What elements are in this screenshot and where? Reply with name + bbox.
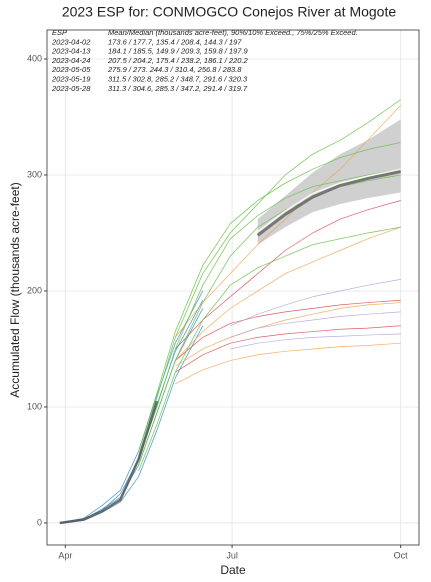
x-axis-label: Date xyxy=(220,563,246,577)
y-tick-label: 300 xyxy=(27,169,42,179)
trace-line xyxy=(175,299,401,361)
table-cell: 173.6 / 177.7, 135.4 / 208.4, 144.3 / 19… xyxy=(108,37,242,46)
table-cell: 207.5 / 204.2, 175.4 / 238.2, 186.1 / 22… xyxy=(107,56,249,65)
y-tick-label: 0 xyxy=(37,517,42,527)
y-tick-label: 100 xyxy=(27,401,42,411)
table-cell: 311.3 / 304.6, 285.3 / 347.2, 291.4 / 31… xyxy=(108,84,248,93)
trace-line xyxy=(230,279,401,327)
chart-title: 2023 ESP for: CONMOGCO Conejos River at … xyxy=(62,4,397,20)
plot-panel xyxy=(47,30,419,545)
table-cell: 2023-04-02 xyxy=(51,37,91,46)
plot-border xyxy=(46,29,420,546)
trace-line xyxy=(175,226,401,361)
table-cell: 184.1 / 185.5, 149.9 / 209.3, 159.8 / 19… xyxy=(108,47,249,56)
table-header: Mean/Median (thousands acre-feet), 90%/1… xyxy=(108,28,358,37)
trace-line xyxy=(59,400,159,525)
trace-line xyxy=(257,168,401,233)
table-cell: 2023-05-28 xyxy=(51,84,91,93)
trace-line xyxy=(138,226,401,471)
table-cell: 2023-04-24 xyxy=(51,56,90,65)
trace-line xyxy=(138,168,401,460)
table-cell: 2023-05-05 xyxy=(51,65,91,74)
trace-line xyxy=(138,99,401,456)
trace-line xyxy=(230,333,401,350)
x-tick-label: Jul xyxy=(226,550,238,560)
y-tick-label: 400 xyxy=(27,53,42,63)
trace-line xyxy=(230,311,401,338)
trace-line xyxy=(175,325,401,373)
table-cell: 311.5 / 302.8, 285.2 / 348.7, 291.6 / 32… xyxy=(108,74,248,83)
trace-line xyxy=(256,170,401,237)
trace-line xyxy=(175,200,401,350)
table-header: ESP xyxy=(52,28,67,37)
table-cell: 2023-04-13 xyxy=(51,47,91,56)
trace-line xyxy=(175,342,401,385)
y-tick-label: 200 xyxy=(27,285,42,295)
y-axis-label: Accumulated Flow (thousands acre-feet) xyxy=(8,182,22,397)
trace-line xyxy=(175,302,401,367)
x-tick-label: Oct xyxy=(394,550,409,560)
x-tick-label: Apr xyxy=(58,550,72,560)
table-cell: 275.9 / 273. 244.3 / 310.4, 256.8 / 283.… xyxy=(107,65,242,74)
trace-line xyxy=(138,142,401,452)
table-cell: 2023-05-19 xyxy=(51,74,91,83)
trace-line xyxy=(59,290,204,524)
trace-line xyxy=(175,105,401,338)
